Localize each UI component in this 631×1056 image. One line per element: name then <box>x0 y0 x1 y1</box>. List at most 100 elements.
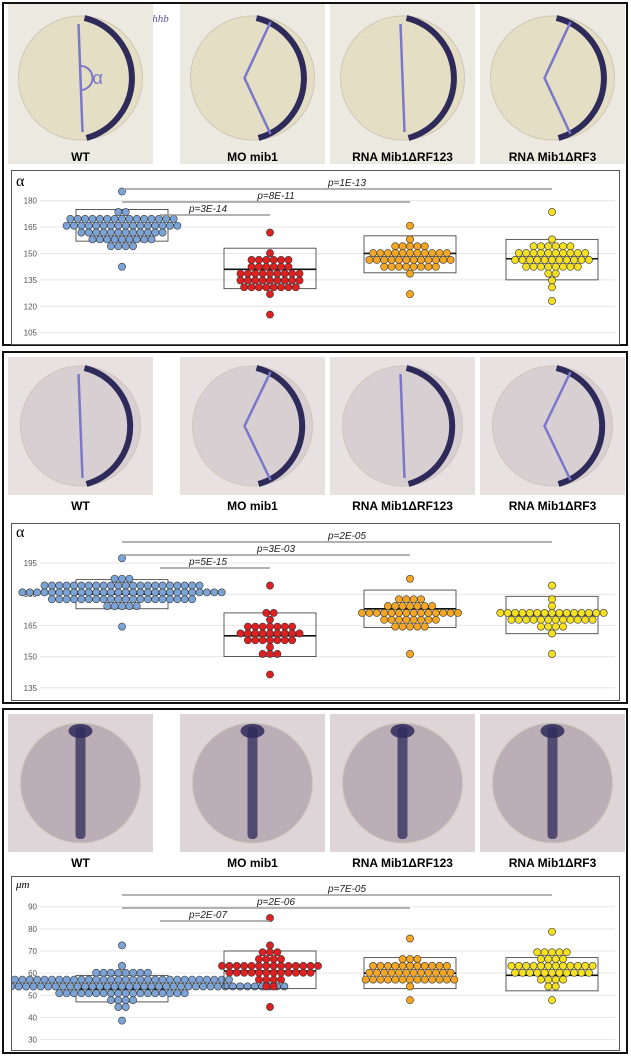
data-point <box>284 262 293 271</box>
data-point <box>387 968 396 977</box>
data-point <box>154 214 163 223</box>
data-point <box>551 975 560 984</box>
data-point <box>151 221 160 230</box>
data-point <box>36 982 45 991</box>
data-point <box>551 269 560 278</box>
data-point <box>406 955 414 963</box>
data-point <box>247 262 256 271</box>
data-point <box>266 310 274 319</box>
data-point <box>269 262 278 271</box>
data-point <box>136 989 145 998</box>
embryo-drawing <box>180 357 325 495</box>
data-point <box>391 242 400 251</box>
data-point <box>143 228 152 237</box>
data-point <box>247 968 256 977</box>
data-point <box>240 968 249 977</box>
data-point <box>251 629 260 638</box>
data-point <box>417 968 425 977</box>
data-point <box>99 968 108 977</box>
image-row: α WT MO mib1 RNA Mib1ΔRF123 RNA Mib1ΔRF3 <box>4 4 630 194</box>
data-point <box>114 989 123 998</box>
data-point <box>166 581 174 590</box>
data-point <box>118 1016 126 1025</box>
data-point <box>125 574 134 583</box>
data-point <box>280 622 289 631</box>
data-point <box>121 595 130 604</box>
data-point <box>51 982 60 991</box>
data-point <box>107 975 115 984</box>
data-point <box>258 276 267 285</box>
data-point <box>439 609 448 617</box>
data-point <box>166 595 174 604</box>
data-point <box>70 581 78 590</box>
image-row: WT MO mib1 RNA Mib1ΔRF123 RNA Mib1ΔRF3 <box>4 353 630 543</box>
data-point <box>428 962 437 970</box>
data-point <box>81 214 89 223</box>
data-point <box>548 581 556 590</box>
data-point <box>588 615 597 624</box>
data-point <box>551 249 560 257</box>
data-point <box>533 609 542 617</box>
data-point <box>262 262 271 271</box>
data-point <box>92 975 101 984</box>
data-point <box>184 982 193 991</box>
data-point <box>514 249 523 257</box>
data-point <box>151 595 160 604</box>
data-point <box>424 968 433 977</box>
data-point <box>70 975 78 984</box>
data-point <box>559 975 567 984</box>
data-point <box>84 581 93 590</box>
data-point <box>548 996 556 1005</box>
data-point <box>47 588 56 597</box>
data-point <box>273 948 282 957</box>
data-point <box>118 622 126 631</box>
image-row: WT MO mib1 RNA Mib1ΔRF123 RNA Mib1ΔRF3 <box>4 710 630 900</box>
y-tick-label: 195 <box>24 559 38 568</box>
data-point <box>99 595 108 604</box>
data-point <box>47 595 56 604</box>
data-point <box>406 242 414 251</box>
data-point <box>529 249 538 257</box>
data-point <box>398 975 407 984</box>
data-point <box>454 609 462 617</box>
embryo-image: α <box>8 4 153 164</box>
data-point <box>391 249 400 257</box>
data-point <box>129 228 137 237</box>
data-point <box>420 602 429 610</box>
data-point <box>269 955 278 963</box>
data-point <box>450 975 459 984</box>
data-point <box>420 249 429 257</box>
data-point <box>548 235 556 244</box>
data-point <box>562 968 571 977</box>
data-point <box>409 262 418 271</box>
data-point <box>154 982 163 991</box>
data-point <box>129 242 137 251</box>
data-point <box>566 615 575 624</box>
data-point <box>266 622 274 631</box>
data-point <box>77 595 86 604</box>
data-point <box>143 975 152 984</box>
data-point <box>273 269 282 278</box>
data-point <box>570 256 579 264</box>
data-point <box>95 982 104 991</box>
data-point <box>55 581 64 590</box>
data-point <box>398 602 407 610</box>
data-point <box>129 595 137 604</box>
data-point <box>551 982 560 991</box>
data-point <box>537 262 545 271</box>
data-point <box>442 249 451 257</box>
data-point <box>25 975 34 984</box>
data-point <box>162 982 171 991</box>
data-point <box>288 622 297 631</box>
data-point <box>202 588 211 597</box>
data-point <box>143 588 152 597</box>
data-point <box>40 581 49 590</box>
data-point <box>548 609 556 617</box>
data-point <box>559 622 567 631</box>
data-point <box>262 609 271 617</box>
data-point <box>409 968 418 977</box>
data-point <box>114 228 123 237</box>
data-point <box>420 962 429 970</box>
data-point <box>255 256 263 264</box>
